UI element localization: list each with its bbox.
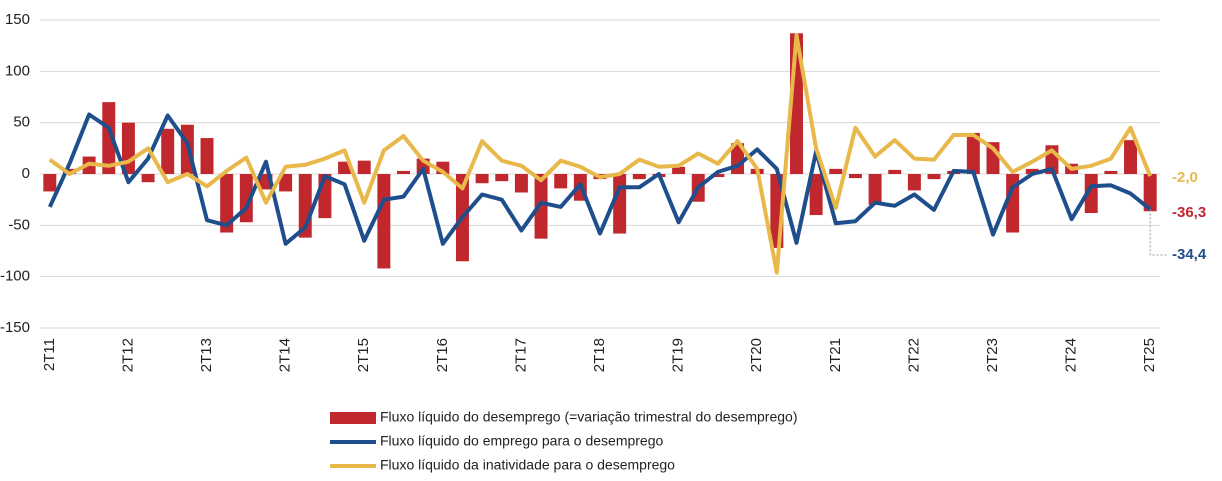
x-tick-label: 2T11 xyxy=(41,338,58,371)
legend-label: Fluxo líquido do desemprego (=variação t… xyxy=(380,409,798,425)
x-tick-label: 2T18 xyxy=(591,338,608,372)
line xyxy=(47,112,1152,246)
x-tick-label: 2T14 xyxy=(277,338,294,372)
bar xyxy=(495,174,509,182)
end-label: -2,0 xyxy=(1172,169,1198,186)
bar xyxy=(161,128,175,174)
bar xyxy=(514,174,528,193)
bar xyxy=(141,174,155,183)
leader xyxy=(1149,209,1168,256)
legend-label: Fluxo líquido da inatividade para o dese… xyxy=(380,457,675,473)
bar xyxy=(102,102,116,174)
legend-swatch xyxy=(330,412,376,424)
line xyxy=(48,33,1153,275)
x-tick-label: 2T20 xyxy=(748,338,765,372)
x-tick-label: 2T15 xyxy=(355,338,372,372)
bar xyxy=(1084,174,1098,214)
bar xyxy=(966,132,980,174)
bar xyxy=(338,161,352,174)
bar xyxy=(907,174,921,191)
bar xyxy=(357,160,371,174)
bar xyxy=(809,174,823,216)
bar xyxy=(888,169,902,174)
bar xyxy=(279,174,293,192)
bar xyxy=(672,166,686,174)
x-tick-label: 2T16 xyxy=(434,338,451,372)
y-tick-label: 150 xyxy=(5,11,30,28)
x-tick-label: 2T24 xyxy=(1063,338,1080,372)
bar xyxy=(220,174,234,233)
bar xyxy=(829,168,843,174)
bar xyxy=(848,174,862,179)
bar xyxy=(1104,170,1118,174)
bar xyxy=(200,138,214,174)
y-tick-label: 100 xyxy=(5,62,30,79)
end-label: -34,4 xyxy=(1172,246,1207,263)
y-tick-label: 50 xyxy=(13,114,30,131)
bar xyxy=(927,174,941,180)
x-tick-label: 2T19 xyxy=(670,338,687,372)
bar xyxy=(43,174,57,192)
y-tick-label: 0 xyxy=(22,165,30,182)
x-tick-label: 2T13 xyxy=(198,338,215,372)
y-tick-label: -150 xyxy=(0,319,30,336)
bar xyxy=(475,174,489,184)
x-tick-label: 2T17 xyxy=(512,338,529,372)
bar xyxy=(534,174,548,239)
end-label: -36,3 xyxy=(1172,204,1206,221)
bar xyxy=(1025,168,1039,174)
y-tick-label: -50 xyxy=(8,216,30,233)
bar xyxy=(1143,174,1157,212)
legend-label: Fluxo líquido do emprego para o desempre… xyxy=(380,433,664,449)
bar xyxy=(711,174,725,178)
x-tick-label: 2T12 xyxy=(119,338,136,372)
x-tick-label: 2T23 xyxy=(984,338,1001,372)
bar xyxy=(632,174,646,180)
y-tick-label: -100 xyxy=(0,268,30,285)
bar xyxy=(868,174,882,205)
x-tick-label: 2T22 xyxy=(905,338,922,372)
bar xyxy=(1006,174,1020,233)
bar xyxy=(397,170,410,174)
bar xyxy=(62,168,76,174)
x-tick-label: 2T21 xyxy=(827,338,844,372)
bar xyxy=(554,174,568,189)
x-tick-label: 2T25 xyxy=(1141,338,1158,372)
bar xyxy=(1124,140,1138,174)
bar xyxy=(377,174,391,269)
bar xyxy=(613,174,627,234)
